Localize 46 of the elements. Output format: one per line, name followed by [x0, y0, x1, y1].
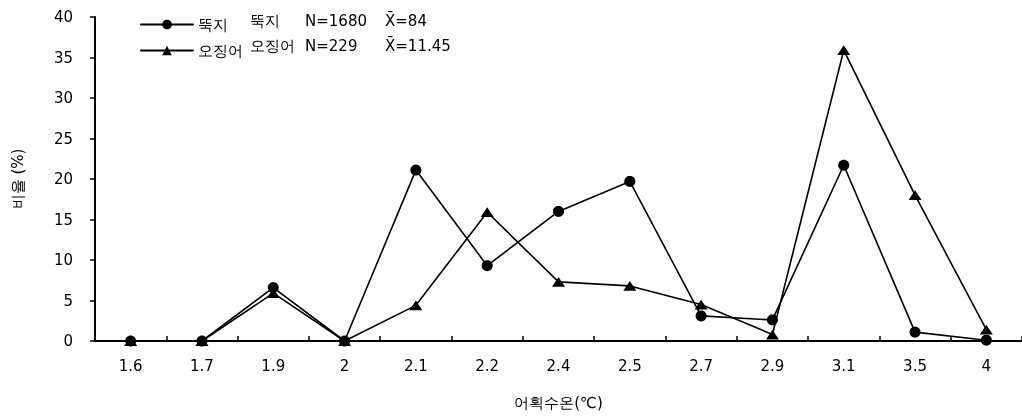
x-tick-label: 2.1	[403, 356, 428, 375]
x-tick-label: 2.4	[546, 356, 571, 375]
point	[267, 282, 279, 294]
point	[908, 190, 922, 201]
point	[837, 45, 851, 56]
text: 오징어 N=229 X̄=11.45	[250, 36, 451, 55]
point	[481, 260, 493, 272]
point	[624, 175, 636, 187]
point	[623, 281, 637, 291]
point	[980, 334, 992, 346]
x-tick-label: 4	[981, 356, 992, 375]
y-tick-label: 0	[63, 332, 73, 350]
y-tick-label: 25	[53, 129, 73, 148]
point	[553, 205, 564, 217]
point	[838, 159, 850, 171]
legend-label: 뚝지	[198, 15, 228, 34]
point	[909, 326, 921, 338]
x-tick-label: 3.1	[831, 356, 856, 375]
legend-label: 오징어	[198, 41, 243, 60]
text: 뚝지 N=1680 X̄=84	[250, 11, 427, 30]
x-tick-label: 2.7	[689, 356, 714, 375]
point	[766, 314, 778, 326]
x-tick-label: 1.7	[190, 356, 214, 375]
x-tick-label: 2.9	[760, 356, 785, 375]
y-tick-label: 5	[63, 291, 73, 310]
point	[552, 276, 565, 287]
y-tick-label: 30	[53, 89, 73, 107]
y-tick-label: 40	[53, 8, 73, 26]
x-tick-label: 1.9	[261, 356, 286, 375]
y-tick-label: 10	[53, 251, 73, 269]
point	[765, 329, 779, 340]
y-tick-label: 20	[53, 170, 73, 188]
y-axis-title: 비율 (%)	[8, 148, 27, 210]
point	[480, 207, 494, 218]
x-tick-label: 2.2	[475, 356, 500, 375]
y-tick-label: 15	[53, 210, 73, 229]
x-axis-title: 어획수온(℃)	[514, 393, 603, 412]
point	[410, 164, 422, 176]
x-tick-label: 2	[339, 356, 350, 375]
point	[979, 324, 993, 335]
point	[695, 310, 707, 322]
y-tick-label: 35	[53, 48, 73, 67]
x-tick-label: 3.5	[903, 356, 927, 375]
x-tick-label: 1.6	[118, 356, 143, 375]
x-tick-label: 2.5	[617, 356, 642, 375]
point	[409, 300, 423, 311]
